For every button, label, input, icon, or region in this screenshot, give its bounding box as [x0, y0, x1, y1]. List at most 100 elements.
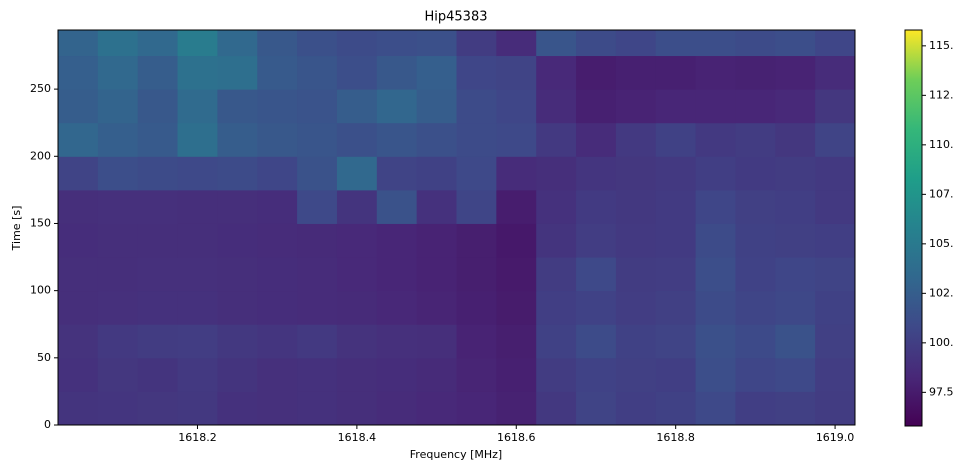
heatmap-cell: [97, 257, 139, 292]
heatmap-cell: [655, 257, 697, 292]
heatmap-cell: [137, 223, 179, 258]
heatmap-cell: [257, 290, 298, 325]
heatmap-cell: [257, 324, 298, 359]
heatmap-cell: [536, 156, 577, 191]
heatmap-cell: [576, 30, 617, 57]
colorbar-tick-label: 107.: [929, 187, 954, 200]
heatmap-cell: [416, 324, 457, 359]
heatmap-cell: [496, 223, 537, 258]
heatmap-cell: [655, 223, 697, 258]
heatmap-cell: [815, 290, 856, 325]
heatmap-cell: [695, 189, 736, 224]
heatmap-cell: [815, 324, 856, 359]
heatmap-cell: [297, 156, 338, 191]
x-tick-label: 1618.2: [178, 431, 217, 444]
heatmap-cell: [217, 55, 258, 90]
heatmap-cell: [536, 55, 577, 90]
heatmap-cell: [576, 189, 617, 224]
heatmap-cell: [137, 257, 179, 292]
heatmap-cell: [735, 324, 776, 359]
heatmap-cell: [257, 189, 298, 224]
heatmap-cell: [97, 290, 139, 325]
heatmap-cell: [695, 324, 736, 359]
heatmap-cell: [536, 324, 577, 359]
heatmap-cell: [775, 55, 816, 90]
heatmap-cell: [58, 189, 99, 224]
heatmap-cell: [376, 189, 418, 224]
heatmap-cell: [536, 122, 577, 157]
heatmap-cell: [735, 223, 776, 258]
y-tick-label: 200: [30, 149, 51, 162]
heatmap-cell: [576, 223, 617, 258]
heatmap-cell: [297, 357, 338, 392]
heatmap-cell: [97, 122, 139, 157]
heatmap-cell: [217, 290, 258, 325]
heatmap-cell: [336, 89, 378, 124]
heatmap-cell: [376, 391, 418, 426]
heatmap-cell: [416, 189, 457, 224]
heatmap-cell: [695, 89, 736, 124]
heatmap-cell: [695, 223, 736, 258]
heatmap-cell: [97, 30, 139, 57]
heatmap-cell: [58, 391, 99, 426]
heatmap-cell: [137, 156, 179, 191]
heatmap-cell: [58, 223, 99, 258]
heatmap-cell: [496, 290, 537, 325]
heatmap-cell: [456, 324, 497, 359]
heatmap-cell: [735, 156, 776, 191]
heatmap-cell: [496, 89, 537, 124]
colorbar-tick-label: 102.: [929, 286, 954, 299]
heatmap-cell: [456, 357, 497, 392]
colorbar-tick-label: 112.: [929, 88, 954, 101]
heatmap-cell: [536, 89, 577, 124]
heatmap-cell: [336, 357, 378, 392]
heatmap-cell: [615, 357, 657, 392]
heatmap-cell: [257, 122, 298, 157]
heatmap-cell: [615, 156, 657, 191]
heatmap-cell: [735, 290, 776, 325]
heatmap-cell: [376, 55, 418, 90]
heatmap-cell: [775, 30, 816, 57]
x-tick-label: 1618.4: [338, 431, 377, 444]
heatmap-cell: [815, 89, 856, 124]
heatmap-cell: [177, 156, 218, 191]
heatmap-cell: [416, 257, 457, 292]
heatmap-cell: [576, 290, 617, 325]
heatmap-cell: [376, 324, 418, 359]
heatmap-cell: [496, 189, 537, 224]
heatmap-cell: [257, 156, 298, 191]
heatmap-cell: [775, 357, 816, 392]
heatmap-cell: [416, 223, 457, 258]
heatmap-cell: [735, 357, 776, 392]
heatmap-cell: [456, 257, 497, 292]
heatmap-cell: [695, 290, 736, 325]
heatmap-cell: [217, 189, 258, 224]
heatmap-cell: [815, 223, 856, 258]
heatmap-cell: [257, 223, 298, 258]
heatmap-cell: [815, 189, 856, 224]
heatmap-cell: [775, 257, 816, 292]
heatmap-cell: [655, 30, 697, 57]
heatmap-cell: [177, 324, 218, 359]
heatmap-cell: [336, 122, 378, 157]
plot-frame: [57, 29, 856, 426]
heatmap-cell: [177, 30, 218, 57]
heatmap-cell: [655, 189, 697, 224]
heatmap-cell: [257, 55, 298, 90]
heatmap-cell: [137, 30, 179, 57]
heatmap-cell: [655, 391, 697, 426]
heatmap-cell: [496, 257, 537, 292]
y-tick-label: 50: [37, 351, 51, 364]
heatmap-cell: [58, 290, 99, 325]
heatmap-cell: [336, 55, 378, 90]
heatmap-cell: [297, 324, 338, 359]
heatmap-cell: [297, 223, 338, 258]
heatmap-cell: [217, 89, 258, 124]
heatmap-cell: [695, 391, 736, 426]
heatmap-cell: [815, 30, 856, 57]
heatmap-cell: [536, 223, 577, 258]
heatmap-cell: [615, 189, 657, 224]
y-tick-label: 0: [44, 418, 51, 431]
heatmap-cell: [536, 290, 577, 325]
